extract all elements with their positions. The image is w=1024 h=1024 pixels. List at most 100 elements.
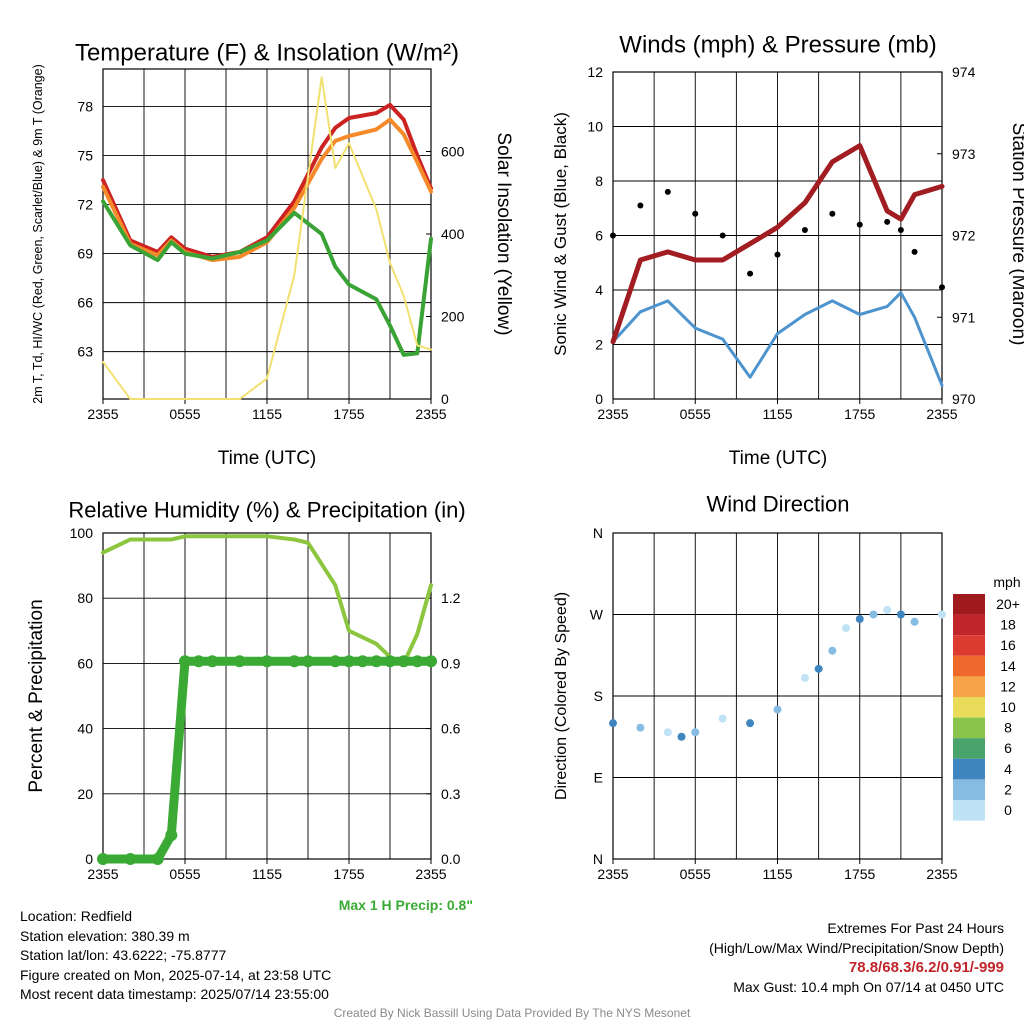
gust-point [637,202,644,209]
series-line-4 [102,76,432,400]
y2-tick-label: 400 [441,226,465,242]
precip-point [233,655,246,668]
gust-point [801,227,808,234]
legend-swatch [953,655,985,677]
direction-point [883,605,892,614]
legend-swatch [953,800,985,821]
legend-label: 14 [1000,658,1016,674]
legend-label: 4 [1004,761,1012,777]
precip-point [425,655,437,668]
legend-label: 10 [1000,699,1016,715]
x-tick-label: 2355 [415,866,446,882]
precip-point [288,655,301,668]
extremes-title: Extremes For Past 24 Hours [827,920,1004,936]
y-tick-label: 60 [77,655,93,671]
gust-point [747,270,754,277]
x-tick-label: 2355 [597,406,628,422]
precip-point [165,829,178,842]
y2-tick-label: 200 [441,309,465,325]
precip-point [206,655,219,668]
precip-point [343,655,355,668]
y2-tick-label: 600 [441,144,465,160]
series-line-1 [101,102,433,259]
x-tick-label: 2355 [415,406,446,422]
max-gust: Max Gust: 10.4 mph On 07/14 at 0450 UTC [733,978,1004,995]
panel-1: 2355 0555 1155 1755 2355 63 66 69 72 75 78 0 200 400 6… [31,39,514,469]
precip-point [356,655,369,668]
precip-point [261,655,273,668]
series-line-1 [611,291,944,387]
recent-data-timestamp: Most recent data timestamp: 2025/07/14 2… [20,986,329,1002]
precip-point [124,853,137,865]
gust-point [884,218,891,225]
direction-point [855,615,864,624]
station-latlon: Station lat/lon: 43.6222; -75.8777 [20,947,227,963]
precip-point [192,655,205,668]
extremes-subtitle: (High/Low/Max Wind/Precipitation/Snow De… [709,939,1004,956]
legend-swatch [953,635,985,656]
direction-point [718,714,727,723]
y-tick-label: 4 [595,282,603,298]
legend-label: 16 [1000,637,1016,653]
panel-3: 2355 0555 1155 1755 23550204060801000.00.30.… [26,498,473,913]
max-precip-annotation: Max 1 H Precip: 0.8" [339,897,473,913]
x-tick-label: 2355 [926,406,957,422]
x-tick-label: 1755 [844,406,875,422]
y-tick-label: S [594,688,603,704]
y2-tick-label: 972 [952,228,976,244]
y-tick-label: N [593,851,603,867]
extremes-values: 78.8/68.3/6.2/0.91/-999 [848,959,1004,976]
legend-swatch [953,758,985,780]
legend-swatch [953,676,985,697]
legend-label: 8 [1004,720,1012,736]
gust-point [664,188,671,195]
y-tick-label: 69 [77,246,93,262]
legend-swatch [953,738,985,759]
y-tick-label: 2 [595,337,603,353]
y2-tick-label: 971 [952,309,976,325]
y-tick-label: 80 [77,590,93,606]
legend-label: 12 [1000,678,1016,694]
y2-tick-label: 0.6 [441,721,461,737]
legend-label: 6 [1004,740,1012,756]
y-tick-label: 8 [595,173,603,189]
series-line-3 [610,143,945,345]
direction-point [896,610,905,619]
direction-point [938,610,946,619]
x-tick-label: 1755 [333,866,364,882]
y-tick-label: 78 [77,99,93,115]
gust-point [897,227,904,234]
legend-swatch [953,779,985,800]
y2-tick-label: 0 [441,391,449,407]
y-tick-label: 100 [70,525,94,541]
y2-tick-label: 970 [952,391,976,407]
direction-point [910,617,919,626]
y-tick-label: 6 [595,228,603,244]
legend-label: 18 [1000,617,1016,633]
gust-point [692,210,699,217]
y2-axis-label: Station Pressure (Maroon) [1008,123,1024,346]
y-tick-label: N [593,525,603,541]
precip-point [302,655,314,668]
x-axis-label: Time (UTC) [729,448,828,469]
y-axis-label: 2m T, Td, HI/WC (Red, Green, Scarlet/Blu… [31,64,45,403]
x-tick-label: 1155 [762,406,792,422]
legend-label: 20+ [996,596,1020,612]
direction-point [828,646,837,655]
direction-point [842,624,851,633]
y-axis-label: Sonic Wind & Gust (Blue, Black) [551,112,570,356]
extremes-info: Extremes For Past 24 Hours (High/Low/Max… [709,919,1004,997]
x-axis-label: Time (UTC) [218,448,317,469]
gust-point [856,221,863,228]
gust-point [911,248,918,255]
y-tick-label: 0 [595,391,603,407]
y-tick-label: 20 [77,786,93,802]
precip-point [370,655,383,668]
legend-swatch [953,614,985,636]
direction-point [800,673,809,682]
precip-point [329,655,342,668]
station-elevation: Station elevation: 380.39 m [20,927,190,944]
chart-title: Relative Humidity (%) & Precipitation (i… [68,498,465,523]
legend-swatch [953,594,985,615]
